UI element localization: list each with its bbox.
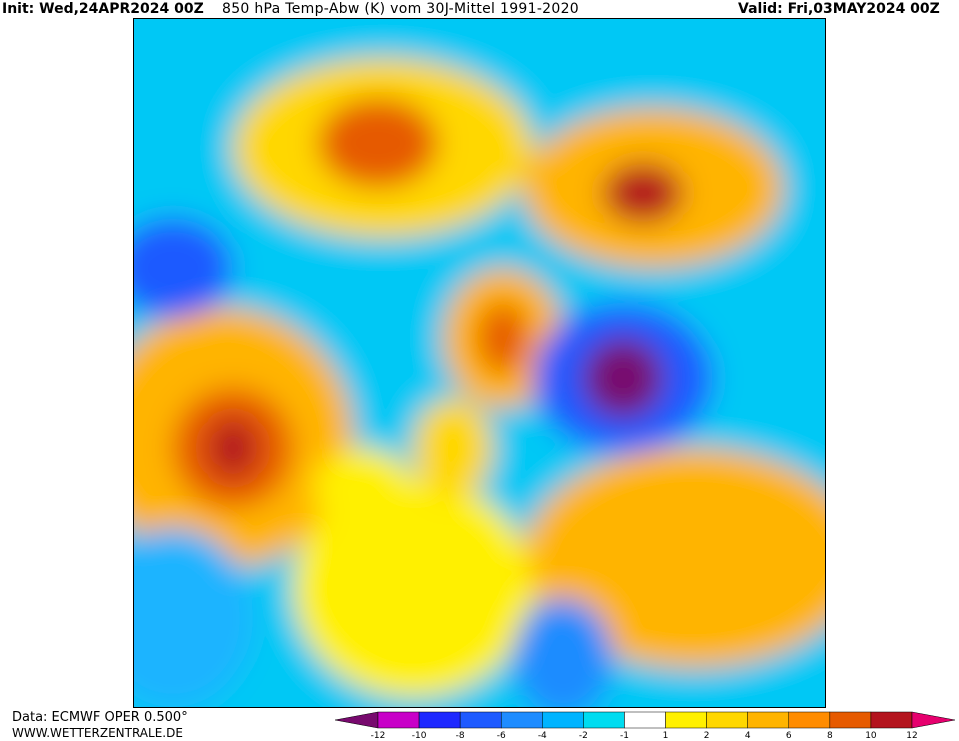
- colorbar-box: [747, 711, 790, 729]
- colorbar-label: -8: [456, 731, 465, 741]
- valid-time: Valid: Fri,03MAY2024 00Z: [738, 1, 940, 17]
- colorbar-label: -12: [371, 731, 386, 741]
- colorbar-box: [706, 711, 748, 729]
- colorbar-label: 6: [786, 731, 792, 741]
- colorbar-box: [788, 711, 831, 729]
- map-title: 850 hPa Temp-Abw (K) vom 30J-Mittel 1991…: [222, 1, 580, 17]
- colorbar-label: 10: [865, 731, 877, 741]
- colorbar-box: [542, 711, 584, 729]
- colorbar-arrow: [911, 711, 956, 729]
- colorbar-box: [665, 711, 707, 729]
- colorbar-label: 1: [663, 731, 669, 741]
- map: [133, 18, 826, 708]
- colorbar: -12 -10 -8 -6 -4 -2 -1 1 2 4 6 8 10 12: [334, 711, 956, 741]
- colorbar-box: [583, 711, 625, 729]
- colorbar-label: -10: [412, 731, 427, 741]
- colorbar-box: [459, 711, 502, 729]
- colorbar-box: [624, 711, 666, 729]
- data-source: Data: ECMWF OPER 0.500°: [12, 710, 188, 725]
- colorbar-box: [377, 711, 420, 729]
- colorbar-label: 2: [704, 731, 710, 741]
- colorbar-box: [418, 711, 461, 729]
- colorbar-label: 8: [827, 731, 833, 741]
- colorbar-label: -4: [538, 731, 547, 741]
- colorbar-label: 12: [906, 731, 917, 741]
- website: WWW.WETTERZENTRALE.DE: [12, 726, 183, 740]
- colorbar-arrow: [334, 711, 379, 729]
- colorbar-label: -6: [497, 731, 506, 741]
- colorbar-label: -2: [579, 731, 588, 741]
- colorbar-label: -1: [620, 731, 629, 741]
- colorbar-box: [500, 711, 543, 729]
- colorbar-box: [870, 711, 913, 729]
- colorbar-box: [829, 711, 872, 729]
- init-time: Init: Wed,24APR2024 00Z: [2, 1, 204, 17]
- colorbar-label: 4: [745, 731, 751, 741]
